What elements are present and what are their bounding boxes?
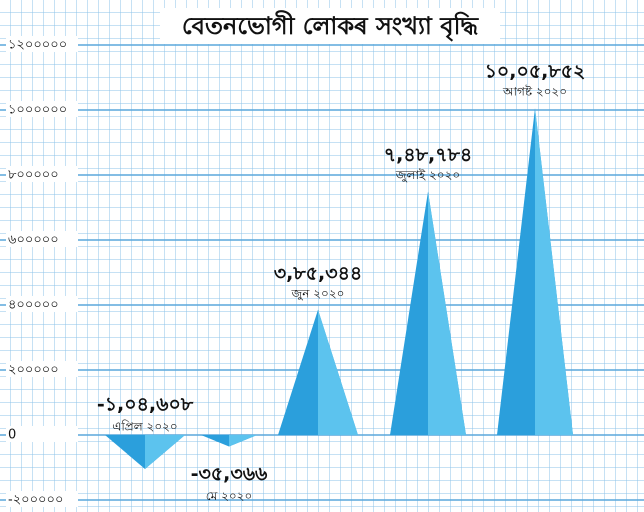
y-tick-label: ৪০০০০০ — [8, 298, 59, 313]
triangle-bar-highlight — [428, 191, 466, 435]
x-category-label: এপ্ৰিল ২০২০ — [112, 420, 177, 434]
y-tick-label: ৮০০০০০ — [8, 168, 59, 183]
value-label: -৩৫,৩৬৬ — [191, 463, 268, 485]
x-category-label: জুন ২০২০ — [291, 286, 345, 301]
tick-bg — [6, 101, 78, 117]
tick-bg — [6, 296, 78, 312]
tick-bg — [6, 166, 78, 182]
value-label: ১০,০৫,৮৫২ — [485, 61, 586, 83]
triangle-bar-highlight — [318, 309, 358, 435]
tick-bg — [6, 36, 78, 52]
y-tick-label: ২০০০০০ — [8, 363, 59, 378]
triangle-bar-highlight — [229, 435, 257, 447]
x-category-label: মে ২০২০ — [206, 489, 253, 503]
tick-bg — [6, 231, 78, 247]
title-bg — [160, 8, 500, 44]
y-tick-label: -২০০০০০ — [8, 493, 63, 508]
triangle-bar-highlight — [535, 108, 573, 436]
value-label: ৭,৪৮,৭৮৪ — [384, 144, 472, 166]
x-category-label: জুলাই ২০২০ — [395, 168, 460, 183]
x-category-label: আগষ্ট ২০২০ — [502, 85, 567, 99]
chart-title: বেতনভোগী লোকৰ সংখ্যা বৃদ্ধি — [182, 10, 480, 42]
tick-bg — [6, 361, 78, 377]
value-label: ৩,৮৫,৩৪৪ — [274, 262, 362, 284]
tick-bg — [6, 426, 78, 442]
y-tick-label: 0 — [8, 428, 16, 443]
value-label: -১,০৪,৬০৮ — [97, 394, 194, 416]
y-tick-label: ১০০০০০০ — [8, 103, 67, 118]
y-tick-label: ১২০০০০০ — [8, 38, 67, 53]
triangle-bar-highlight — [145, 435, 185, 469]
y-tick-label: ৬০০০০০ — [8, 233, 59, 248]
tick-bg — [6, 491, 78, 507]
